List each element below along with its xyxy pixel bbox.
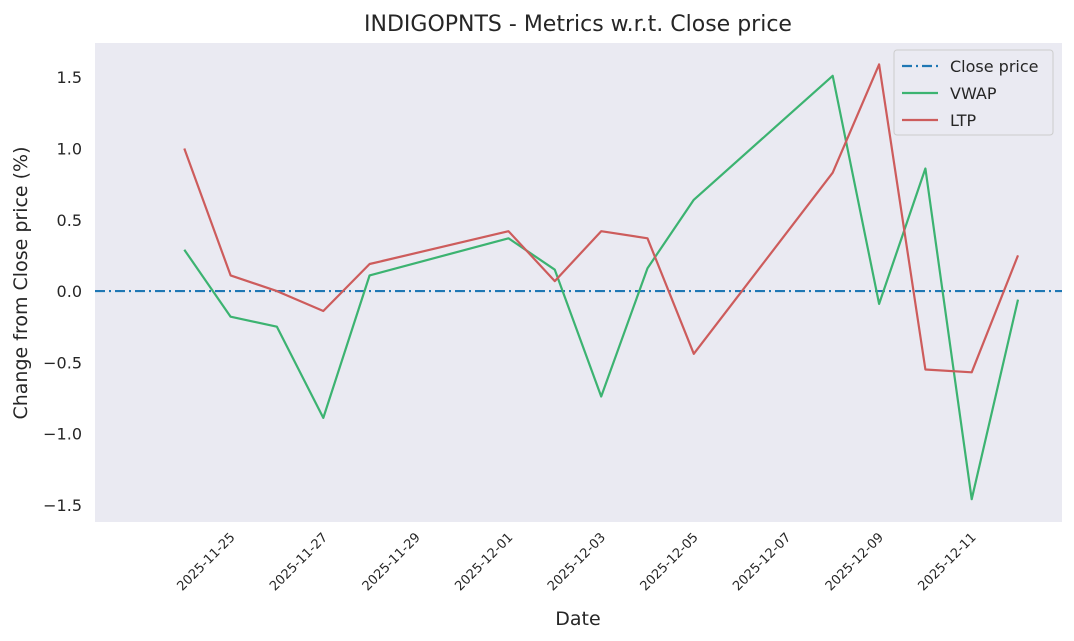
y-tick-label: −1.0: [43, 425, 82, 444]
legend-label: Close price: [950, 57, 1039, 76]
legend-label: LTP: [950, 111, 976, 130]
x-tick-label: 2025-11-25: [174, 530, 238, 594]
x-tick-label: 2025-12-11: [915, 530, 979, 594]
x-tick-label: 2025-12-07: [730, 530, 794, 594]
series-layer: [95, 63, 1062, 501]
legend-box: [893, 49, 1054, 136]
x-tick-label: 2025-11-29: [360, 530, 424, 594]
x-axis-label: Date: [555, 608, 600, 630]
y-tick-label: 1.5: [57, 68, 82, 87]
x-tick-label: 2025-11-27: [267, 530, 331, 594]
x-tick-label: 2025-12-05: [638, 530, 702, 594]
y-axis-label: Change from Close price (%): [10, 146, 32, 419]
series-line-vwap: [183, 74, 1020, 501]
y-axis-ticks: 1.5 1.0 0.5 0.0 −0.5 −1.0 −1.5: [43, 68, 82, 515]
y-tick-label: −0.5: [43, 353, 82, 372]
x-tick-label: 2025-12-03: [545, 530, 609, 594]
y-tick-label: 0.5: [57, 211, 82, 230]
x-tick-label: 2025-12-01: [452, 530, 516, 594]
y-tick-label: 1.0: [57, 139, 82, 158]
legend: Close price VWAP LTP: [893, 49, 1054, 136]
y-tick-label: 0.0: [57, 282, 82, 301]
legend-label: VWAP: [950, 84, 997, 103]
y-tick-label: −1.5: [43, 496, 82, 515]
x-tick-label: 2025-12-09: [823, 530, 887, 594]
chart-title: INDIGOPNTS - Metrics w.r.t. Close price: [364, 12, 792, 37]
x-axis-ticks: 2025-11-25 2025-11-27 2025-11-29 2025-12-01…: [174, 530, 979, 594]
series-line-ltp: [183, 63, 1020, 374]
